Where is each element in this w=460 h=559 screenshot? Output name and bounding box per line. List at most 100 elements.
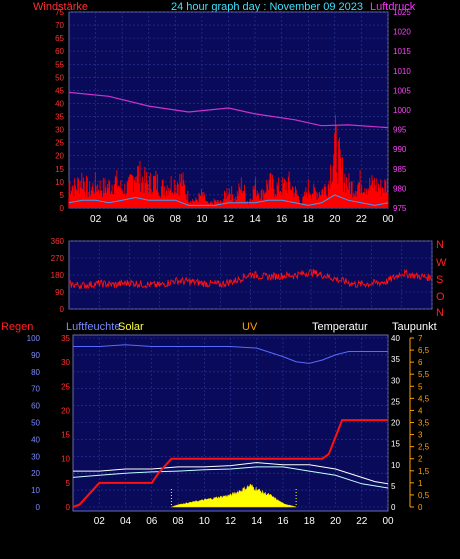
- temp-y-tick: 15: [391, 440, 400, 449]
- wind-x-tick: 14: [250, 214, 262, 225]
- dir-y-tick: 0: [60, 305, 65, 314]
- humidity-y-tick: 80: [31, 368, 40, 377]
- wind-y-tick: 45: [55, 86, 64, 95]
- uv-y-tick: 2,5: [418, 443, 430, 452]
- humidity-line: [73, 344, 388, 364]
- dir-label-s: S: [436, 274, 443, 286]
- temp-y-tick: 5: [391, 482, 396, 491]
- temperatur-label: Temperatur: [312, 321, 368, 333]
- temperature-line: [73, 462, 389, 485]
- wind-y-tick: 55: [55, 60, 64, 69]
- graph-title: 24 hour graph day : November 09 2023: [171, 1, 363, 13]
- humidity-y-tick: 0: [36, 503, 41, 512]
- temp-y-tick: 30: [391, 376, 400, 385]
- wind-y-tick: 10: [55, 178, 64, 187]
- dir-label-w: W: [436, 257, 447, 269]
- temp-y-tick: 10: [391, 461, 400, 470]
- uv-y-tick: 5,5: [418, 370, 430, 379]
- dir-y-tick: 270: [51, 254, 65, 263]
- uv-y-tick: 7: [418, 334, 423, 343]
- solar-label: Solar: [118, 321, 144, 333]
- dir-label-n-bottom: N: [436, 307, 444, 319]
- climate-x-tick: 10: [199, 516, 211, 527]
- pressure-y-tick: 980: [393, 184, 407, 193]
- climate-x-tick: 20: [330, 516, 342, 527]
- rain-y-tick: 0: [66, 503, 71, 512]
- regen-label: Regen: [1, 321, 33, 333]
- climate-x-tick: 08: [172, 516, 184, 527]
- uv-y-tick: 4,5: [418, 394, 430, 403]
- rain-y-tick: 5: [66, 479, 71, 488]
- uv-y-tick: 4: [418, 406, 423, 415]
- climate-x-tick: 12: [225, 516, 237, 527]
- climate-x-tick: 06: [146, 516, 158, 527]
- uv-y-tick: 0: [418, 503, 423, 512]
- wind-y-tick: 70: [55, 21, 64, 30]
- humidity-y-tick: 90: [31, 351, 40, 360]
- climate-x-tick: 04: [120, 516, 132, 527]
- uv-label: UV: [242, 321, 258, 333]
- uv-y-tick: 1,5: [418, 467, 430, 476]
- rain-line: [72, 419, 388, 508]
- humidity-y-tick: 30: [31, 452, 40, 461]
- wind-y-tick: 40: [55, 99, 64, 108]
- humidity-y-tick: 20: [31, 469, 40, 478]
- pressure-y-tick: 1005: [393, 86, 411, 95]
- humidity-y-tick: 70: [31, 385, 40, 394]
- temp-y-tick: 25: [391, 397, 400, 406]
- temp-y-tick: 0: [391, 503, 396, 512]
- uv-y-tick: 3,5: [418, 419, 430, 428]
- dewpoint-line: [72, 466, 389, 489]
- luftdruck-label: Luftdruck: [370, 1, 416, 13]
- uv-y-tick: 0,5: [418, 491, 430, 500]
- humidity-y-tick: 10: [31, 486, 40, 495]
- wind-x-tick: 12: [223, 214, 235, 225]
- uv-y-tick: 2: [418, 455, 423, 464]
- pressure-y-tick: 1000: [393, 106, 411, 115]
- dir-y-tick: 360: [51, 237, 65, 246]
- wind-x-tick: 08: [170, 214, 182, 225]
- pressure-y-tick: 1010: [393, 67, 411, 76]
- wind-y-tick: 20: [55, 152, 64, 161]
- wind-y-tick: 25: [55, 139, 64, 148]
- uv-y-tick: 6,5: [418, 346, 430, 355]
- wind-speed-bars: [68, 176, 388, 208]
- pressure-y-tick: 985: [393, 165, 407, 174]
- humidity-y-tick: 60: [31, 402, 40, 411]
- pressure-y-tick: 990: [393, 145, 407, 154]
- wind-avg-line: [68, 194, 389, 206]
- wind-x-tick: 10: [196, 214, 208, 225]
- temp-y-tick: 20: [391, 419, 400, 428]
- solar-area: [171, 483, 297, 508]
- wind-y-tick: 60: [55, 47, 64, 56]
- pressure-y-tick: 995: [393, 126, 407, 135]
- luftfeuchte-label: Luftfeuchte: [66, 321, 120, 333]
- pressure-y-tick: 1025: [393, 8, 411, 17]
- rain-y-tick: 30: [61, 358, 70, 367]
- wind-x-tick: 00: [382, 214, 394, 225]
- humidity-y-tick: 50: [31, 419, 40, 428]
- dir-label-n-top: N: [436, 239, 444, 251]
- wind-x-tick: 02: [90, 214, 102, 225]
- dir-label-o: O: [436, 291, 445, 303]
- wind-x-tick: 22: [356, 214, 368, 225]
- wind-x-tick: 04: [117, 214, 129, 225]
- temp-y-tick: 40: [391, 334, 400, 343]
- pressure-line: [68, 91, 389, 129]
- pressure-y-tick: 975: [393, 204, 407, 213]
- climate-x-tick: 22: [356, 516, 368, 527]
- uv-y-tick: 6: [418, 358, 423, 367]
- direction-line: [68, 268, 432, 290]
- uv-y-tick: 3: [418, 431, 423, 440]
- wind-y-tick: 75: [55, 8, 64, 17]
- uv-y-tick: 5: [418, 382, 423, 391]
- wind-y-tick: 5: [60, 191, 65, 200]
- pressure-y-tick: 1015: [393, 47, 411, 56]
- taupunkt-label: Taupunkt: [392, 321, 437, 333]
- climate-x-tick: 18: [304, 516, 316, 527]
- wind-x-tick: 06: [143, 214, 155, 225]
- wind-y-tick: 15: [55, 165, 64, 174]
- dir-y-tick: 90: [55, 288, 64, 297]
